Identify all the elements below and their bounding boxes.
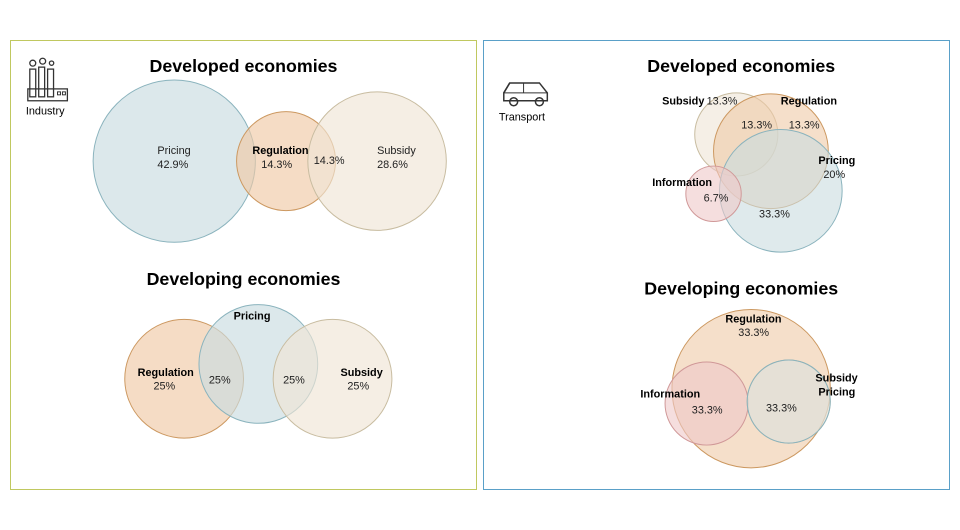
lbl2-regulation-pct: 33.3% <box>738 327 769 339</box>
lbl-regulation: Regulation <box>781 96 837 108</box>
sector-label: Industry <box>26 106 65 118</box>
lbl-rp-pct: 13.3% <box>789 119 820 131</box>
panel-industry: Industry Developed economies Pricing 42.… <box>10 40 477 490</box>
lbl2-pricing: Pricing <box>234 310 271 322</box>
developed-title: Developed economies <box>647 56 835 76</box>
lbl2-subsidy: Subsidy <box>340 367 382 379</box>
lbl-regulation-pct: 14.3% <box>261 159 292 171</box>
lbl-regulation: Regulation <box>252 145 308 157</box>
lbl-subsidy-pct: 13.3% <box>707 96 738 108</box>
lbl2-rsp-pct: 33.3% <box>766 402 797 414</box>
sector-label: Transport <box>499 112 545 124</box>
lbl-all-pct: 33.3% <box>759 209 790 221</box>
lbl2-regulation: Regulation <box>725 313 781 325</box>
venn-transport: Transport Developed economies Subsidy 13… <box>484 41 949 489</box>
lbl2-ps-pct: 25% <box>283 375 305 387</box>
lbl2-information: Information <box>640 389 700 401</box>
lbl2-regulation-pct: 25% <box>153 381 175 393</box>
lbl2-information-pct: 33.3% <box>692 404 723 416</box>
developed-title: Developed economies <box>150 56 338 76</box>
lbl-information-pct: 6.7% <box>704 193 729 205</box>
panel-transport: Transport Developed economies Subsidy 13… <box>483 40 950 490</box>
transport-developed-venn <box>686 93 842 252</box>
diagram-wrap: Industry Developed economies Pricing 42.… <box>10 40 950 490</box>
lbl-sr-pct: 13.3% <box>741 119 772 131</box>
lbl-pricing: Pricing <box>818 155 855 167</box>
lbl2-subsidy-pct: 25% <box>347 381 369 393</box>
lbl-subsidy-pct: 28.6% <box>377 159 408 171</box>
factory-icon <box>28 58 68 101</box>
lbl-information: Information <box>652 177 712 189</box>
lbl-subsidy: Subsidy <box>377 145 416 157</box>
car-icon <box>504 83 548 106</box>
venn-industry: Industry Developed economies Pricing 42.… <box>11 41 476 489</box>
lbl2-regulation: Regulation <box>138 367 194 379</box>
lbl2-rp-pct: 25% <box>209 375 231 387</box>
lbl2-pricing: Pricing <box>818 387 855 399</box>
lbl-pricing-pct: 42.9% <box>157 159 188 171</box>
lbl-subsidy: Subsidy <box>662 96 704 108</box>
lbl2-subsidy: Subsidy <box>815 373 857 385</box>
developing-title: Developing economies <box>147 269 341 289</box>
lbl-pricing-pct: 20% <box>823 169 845 181</box>
lbl-reg-sub-pct: 14.3% <box>314 155 345 167</box>
developing-title: Developing economies <box>644 279 838 299</box>
lbl-pricing: Pricing <box>157 145 190 157</box>
